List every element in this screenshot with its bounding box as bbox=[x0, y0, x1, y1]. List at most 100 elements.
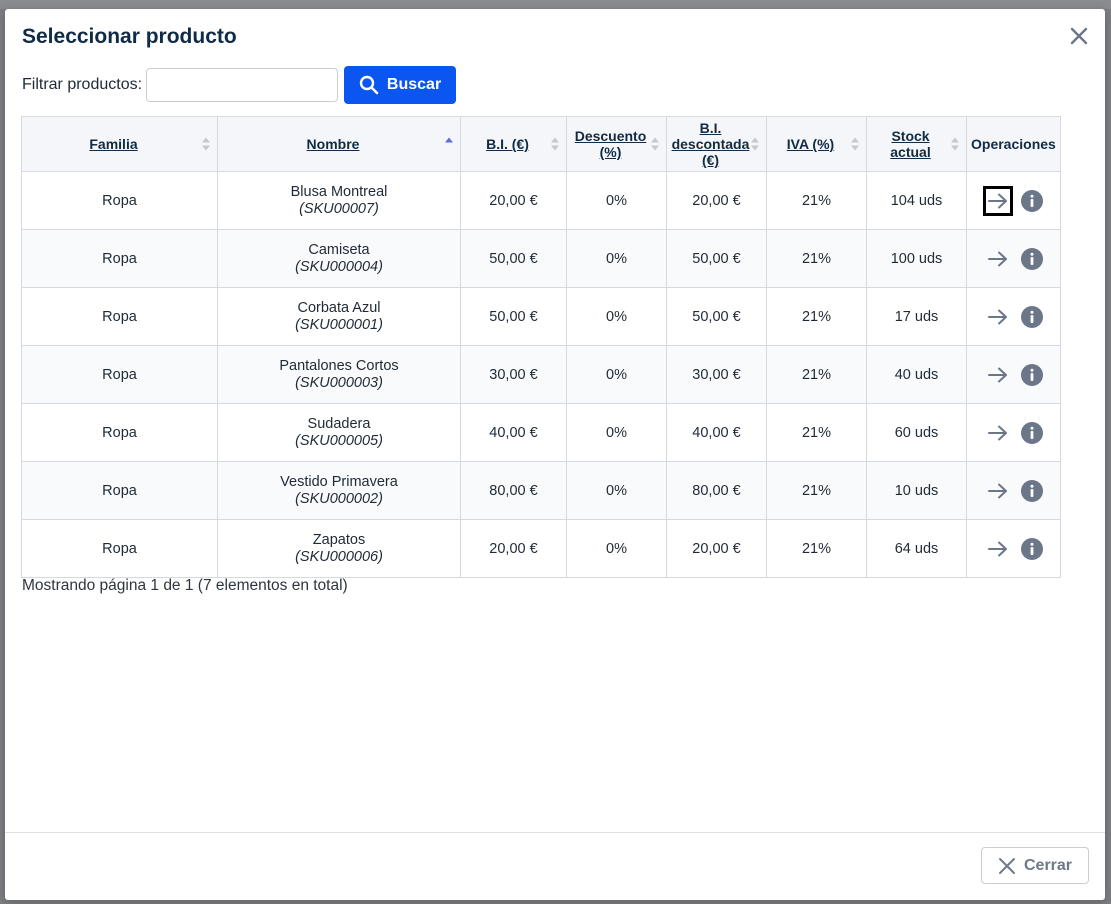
cell-familia: Ropa bbox=[21, 345, 218, 404]
cell-familia: Ropa bbox=[21, 287, 218, 346]
cell-operations bbox=[966, 403, 1061, 462]
close-button[interactable]: Cerrar bbox=[981, 847, 1089, 884]
column-header-label: Nombre bbox=[306, 136, 360, 152]
arrow-right-icon bbox=[988, 309, 1008, 324]
cell-bi: 50,00 € bbox=[460, 229, 567, 288]
cell-descuento: 0% bbox=[566, 229, 667, 288]
cell-bi: 20,00 € bbox=[460, 519, 567, 578]
select-product-button[interactable] bbox=[983, 534, 1013, 564]
info-icon[interactable] bbox=[1021, 421, 1044, 444]
column-header-operaciones: Operaciones bbox=[966, 116, 1061, 172]
cell-operations bbox=[966, 229, 1061, 288]
select-product-button[interactable] bbox=[983, 418, 1013, 448]
cell-bi-desc: 80,00 € bbox=[666, 461, 767, 520]
select-product-dialog: Seleccionar producto Filtrar productos: … bbox=[5, 9, 1105, 900]
cell-iva: 21% bbox=[766, 461, 867, 520]
product-name: Zapatos bbox=[312, 532, 366, 548]
info-icon[interactable] bbox=[1021, 189, 1044, 212]
paging-info: Mostrando página 1 de 1 (7 elementos en … bbox=[22, 577, 348, 594]
column-header-label: Familia bbox=[89, 136, 138, 152]
arrow-right-icon bbox=[988, 483, 1008, 498]
operations-group bbox=[968, 185, 1059, 216]
info-icon[interactable] bbox=[1021, 537, 1044, 560]
product-sku: (SKU000001) bbox=[295, 317, 383, 333]
cell-nombre: Pantalones Cortos (SKU000003) bbox=[217, 345, 461, 404]
cell-operations bbox=[966, 287, 1061, 346]
sort-icon[interactable] bbox=[444, 136, 454, 152]
select-product-button[interactable] bbox=[983, 302, 1013, 332]
cell-nombre: Camiseta (SKU000004) bbox=[217, 229, 461, 288]
cell-bi: 80,00 € bbox=[460, 461, 567, 520]
arrow-right-icon bbox=[988, 425, 1008, 440]
column-header-label: B.I. (€) bbox=[486, 136, 529, 152]
background-page bbox=[0, 0, 1111, 9]
select-product-button[interactable] bbox=[983, 244, 1013, 274]
sort-icon[interactable] bbox=[850, 136, 860, 152]
column-header-descuento[interactable]: Descuento (%) bbox=[566, 116, 667, 172]
cell-descuento: 0% bbox=[566, 287, 667, 346]
product-name: Camiseta bbox=[308, 242, 370, 258]
close-button-label: Cerrar bbox=[1023, 856, 1073, 874]
info-icon[interactable] bbox=[1021, 479, 1044, 502]
cell-nombre: Blusa Montreal (SKU00007) bbox=[217, 171, 461, 230]
column-header-nombre[interactable]: Nombre bbox=[217, 116, 461, 172]
cell-stock: 60 uds bbox=[866, 403, 967, 462]
cell-operations bbox=[966, 461, 1061, 520]
search-button-label: Buscar bbox=[386, 76, 442, 93]
product-sku: (SKU000006) bbox=[295, 549, 383, 565]
products-table: Familia Nombre B.I. (€) Descuento (%) B.I. d… bbox=[21, 116, 1061, 578]
cell-familia: Ropa bbox=[21, 461, 218, 520]
dialog-title: Seleccionar producto bbox=[22, 25, 237, 48]
cell-descuento: 0% bbox=[566, 403, 667, 462]
column-header-familia[interactable]: Familia bbox=[21, 116, 218, 172]
sort-icon[interactable] bbox=[750, 136, 760, 152]
cell-bi-desc: 20,00 € bbox=[666, 519, 767, 578]
cell-stock: 100 uds bbox=[866, 229, 967, 288]
cell-bi: 20,00 € bbox=[460, 171, 567, 230]
close-icon[interactable] bbox=[1067, 24, 1091, 48]
product-sku: (SKU000004) bbox=[295, 259, 383, 275]
search-icon bbox=[359, 75, 379, 95]
column-header-b-i[interactable]: B.I. (€) bbox=[460, 116, 567, 172]
search-button[interactable]: Buscar bbox=[344, 66, 457, 104]
sort-icon[interactable] bbox=[950, 136, 960, 152]
product-name: Pantalones Cortos bbox=[279, 358, 399, 374]
cell-bi-desc: 50,00 € bbox=[666, 229, 767, 288]
column-header-stock-actual[interactable]: Stock actual bbox=[866, 116, 967, 172]
cell-bi: 30,00 € bbox=[460, 345, 567, 404]
cell-stock: 40 uds bbox=[866, 345, 967, 404]
cell-stock: 64 uds bbox=[866, 519, 967, 578]
select-product-button[interactable] bbox=[983, 476, 1013, 506]
cell-iva: 21% bbox=[766, 403, 867, 462]
product-name: Sudadera bbox=[307, 416, 371, 432]
cell-operations bbox=[966, 519, 1061, 578]
cell-stock: 104 uds bbox=[866, 171, 967, 230]
product-name: Vestido Primavera bbox=[280, 474, 398, 490]
cell-operations bbox=[966, 171, 1061, 230]
cell-familia: Ropa bbox=[21, 171, 218, 230]
cell-bi-desc: 40,00 € bbox=[666, 403, 767, 462]
cell-bi-desc: 30,00 € bbox=[666, 345, 767, 404]
cell-nombre: Vestido Primavera (SKU000002) bbox=[217, 461, 461, 520]
filter-input[interactable] bbox=[146, 68, 339, 102]
column-header-label: Descuento (%) bbox=[574, 128, 647, 160]
select-product-button[interactable] bbox=[983, 185, 1014, 216]
sort-icon[interactable] bbox=[201, 136, 211, 152]
cell-nombre: Corbata Azul (SKU000001) bbox=[217, 287, 461, 346]
column-header-label: Operaciones bbox=[971, 136, 1056, 152]
cell-bi: 40,00 € bbox=[460, 403, 567, 462]
cell-descuento: 0% bbox=[566, 171, 667, 230]
operations-group bbox=[968, 418, 1059, 448]
info-icon[interactable] bbox=[1021, 305, 1044, 328]
sort-icon[interactable] bbox=[550, 136, 560, 152]
cell-stock: 17 uds bbox=[866, 287, 967, 346]
sort-icon[interactable] bbox=[650, 136, 660, 152]
column-header-iva[interactable]: IVA (%) bbox=[766, 116, 867, 172]
cell-bi-desc: 20,00 € bbox=[666, 171, 767, 230]
info-icon[interactable] bbox=[1021, 363, 1044, 386]
select-product-button[interactable] bbox=[983, 360, 1013, 390]
column-header-b-i-descontada[interactable]: B.I. descontada (€) bbox=[666, 116, 767, 172]
cell-descuento: 0% bbox=[566, 519, 667, 578]
footer-divider bbox=[5, 832, 1105, 833]
info-icon[interactable] bbox=[1021, 247, 1044, 270]
